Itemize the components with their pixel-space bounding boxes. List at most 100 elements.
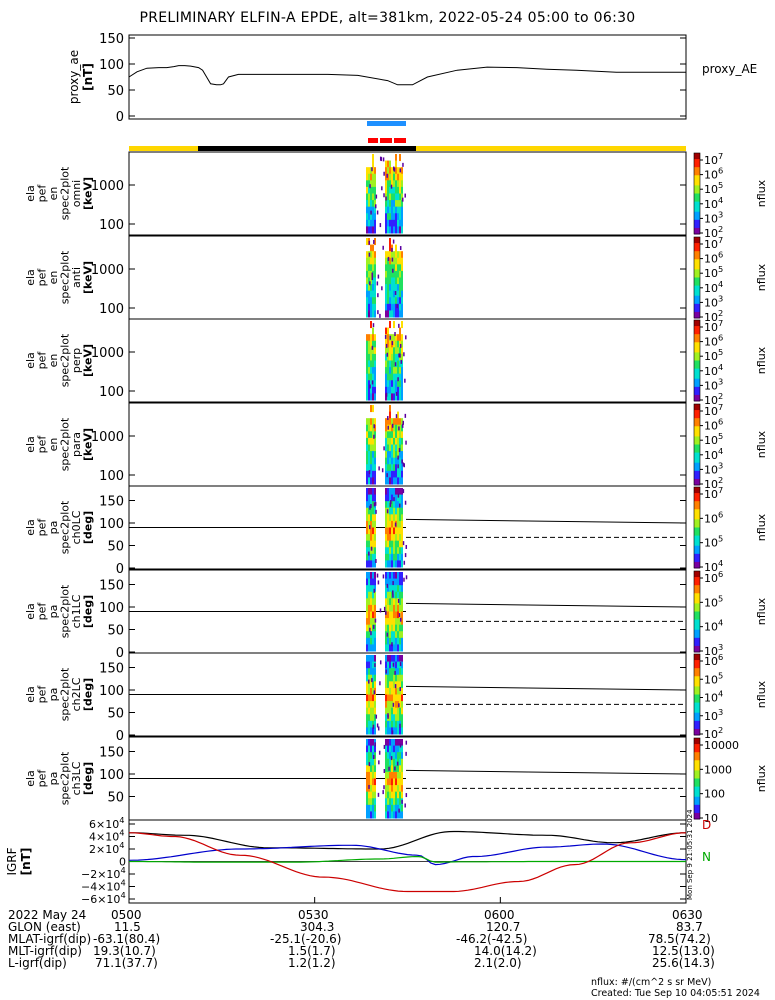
spectrogram-cell bbox=[397, 393, 399, 401]
spectrogram-cell bbox=[370, 804, 372, 812]
spectrogram-cell bbox=[389, 534, 391, 542]
spectrogram-cell bbox=[391, 591, 393, 599]
spectrogram-cell bbox=[372, 264, 374, 272]
spectrogram-cell bbox=[397, 578, 399, 586]
spectrogram-cell bbox=[370, 457, 372, 465]
spectrogram-cell bbox=[395, 264, 397, 272]
spectrogram-cell bbox=[397, 477, 399, 485]
colorbar-segment bbox=[694, 392, 700, 396]
colorbar-segment bbox=[694, 609, 700, 612]
spectrogram-cell bbox=[370, 701, 372, 709]
spectrogram-cell bbox=[395, 604, 397, 612]
spectrogram-cell bbox=[401, 477, 403, 485]
spectrogram-cell bbox=[370, 547, 372, 555]
spectrogram-cell bbox=[374, 310, 376, 318]
spectrogram-cell bbox=[374, 624, 376, 632]
spectrogram-cell bbox=[389, 257, 391, 265]
spectrogram-cell bbox=[389, 527, 391, 535]
spectrogram-cell bbox=[399, 637, 401, 645]
spectrogram-cell bbox=[393, 303, 395, 311]
spectrogram-noise bbox=[382, 574, 385, 579]
spectrogram-cell bbox=[374, 457, 376, 465]
colorbar-segment bbox=[694, 243, 700, 246]
spectrogram-noise bbox=[386, 352, 389, 357]
spectrogram-noise bbox=[383, 193, 385, 198]
colorbar-segment bbox=[694, 491, 700, 494]
spectrogram-cell bbox=[372, 534, 374, 542]
colorbar-segment bbox=[694, 708, 700, 712]
spectrogram-cell bbox=[389, 180, 391, 188]
spectrogram-cell bbox=[370, 444, 372, 452]
spectrogram-cell bbox=[391, 373, 393, 381]
spectrogram-cell bbox=[401, 367, 403, 375]
spectrogram-noise bbox=[390, 500, 392, 505]
colorbar-segment bbox=[694, 428, 700, 431]
spectrogram-cell bbox=[401, 578, 403, 586]
spectrogram-noise bbox=[385, 392, 388, 397]
spectrogram-cell bbox=[389, 701, 391, 709]
spectrogram-cell bbox=[366, 798, 368, 806]
spectrogram-cell bbox=[399, 701, 401, 709]
spectrogram-tick-label: 150 bbox=[99, 495, 124, 510]
spectrogram-cell bbox=[389, 386, 391, 394]
spectrogram-cell bbox=[393, 560, 395, 568]
spectrogram-cell bbox=[387, 765, 389, 773]
spectrogram-cell bbox=[368, 264, 370, 272]
colorbar-segment bbox=[694, 205, 700, 209]
spectrogram-cell bbox=[397, 655, 399, 663]
colorbar-segment bbox=[694, 806, 700, 810]
spectrogram-cell bbox=[385, 206, 387, 214]
colorbar-frame bbox=[693, 152, 701, 235]
spectrogram-cell bbox=[393, 418, 395, 426]
spectrogram-cell bbox=[368, 527, 370, 535]
spectrogram-cell bbox=[368, 470, 370, 478]
spectrogram-cell bbox=[366, 507, 368, 515]
spectrogram-cell bbox=[368, 720, 370, 728]
spectrogram-cell bbox=[385, 327, 387, 335]
spectrogram-cell bbox=[385, 310, 387, 318]
spectrogram-cell bbox=[401, 290, 403, 298]
spectrogram-noise bbox=[399, 723, 401, 728]
spectrogram-cell bbox=[399, 494, 401, 502]
colorbar-segment bbox=[694, 726, 700, 730]
spectrogram-ylabel: ela bbox=[24, 185, 37, 202]
spectrogram-frame bbox=[128, 235, 687, 320]
footer-c4-glon: 83.7 bbox=[676, 920, 703, 934]
spectrogram-cell bbox=[399, 739, 401, 747]
colorbar-label: nflux bbox=[755, 597, 768, 625]
colorbar-segment bbox=[694, 798, 700, 802]
colorbar-segment bbox=[694, 332, 700, 335]
spectrogram-cell bbox=[399, 798, 401, 806]
spectrogram-cell bbox=[389, 244, 391, 252]
spectrogram-cell bbox=[387, 655, 389, 663]
spectrogram-cell bbox=[389, 804, 391, 812]
spectrogram-cell bbox=[393, 714, 395, 722]
spectrogram-cell bbox=[389, 611, 391, 619]
spectrogram-noise bbox=[391, 257, 394, 262]
colorbar-segment bbox=[694, 782, 700, 786]
spectrogram-cell bbox=[366, 585, 368, 593]
spectrogram-cell bbox=[393, 347, 395, 355]
spectrogram-cell bbox=[385, 264, 387, 272]
spectrogram-cell bbox=[366, 598, 368, 606]
spectrogram-cell bbox=[385, 604, 387, 612]
colorbar-segment bbox=[694, 211, 700, 215]
colorbar-tick-label: 104 bbox=[704, 446, 723, 462]
spectrogram-cell bbox=[391, 360, 393, 368]
spectrogram-cell bbox=[389, 488, 391, 496]
colorbar-segment bbox=[694, 414, 700, 417]
colorbar-segment bbox=[694, 579, 700, 582]
spectrogram-cell bbox=[391, 424, 393, 432]
spectrogram-cell bbox=[370, 477, 372, 485]
spectrogram-ylabel: pef bbox=[36, 769, 49, 788]
proxy-ae-tick-label: 50 bbox=[107, 84, 124, 99]
colorbar-segment bbox=[694, 668, 700, 671]
spectrogram-cell bbox=[395, 457, 397, 465]
spectrogram-cell bbox=[385, 386, 387, 394]
spectrogram-cell bbox=[393, 257, 395, 265]
spectrogram-cell bbox=[385, 297, 387, 305]
spectrogram-cell bbox=[397, 386, 399, 394]
colorbar-segment bbox=[694, 438, 700, 441]
spectrogram-cell bbox=[399, 360, 401, 368]
spectrogram-cell bbox=[393, 431, 395, 439]
